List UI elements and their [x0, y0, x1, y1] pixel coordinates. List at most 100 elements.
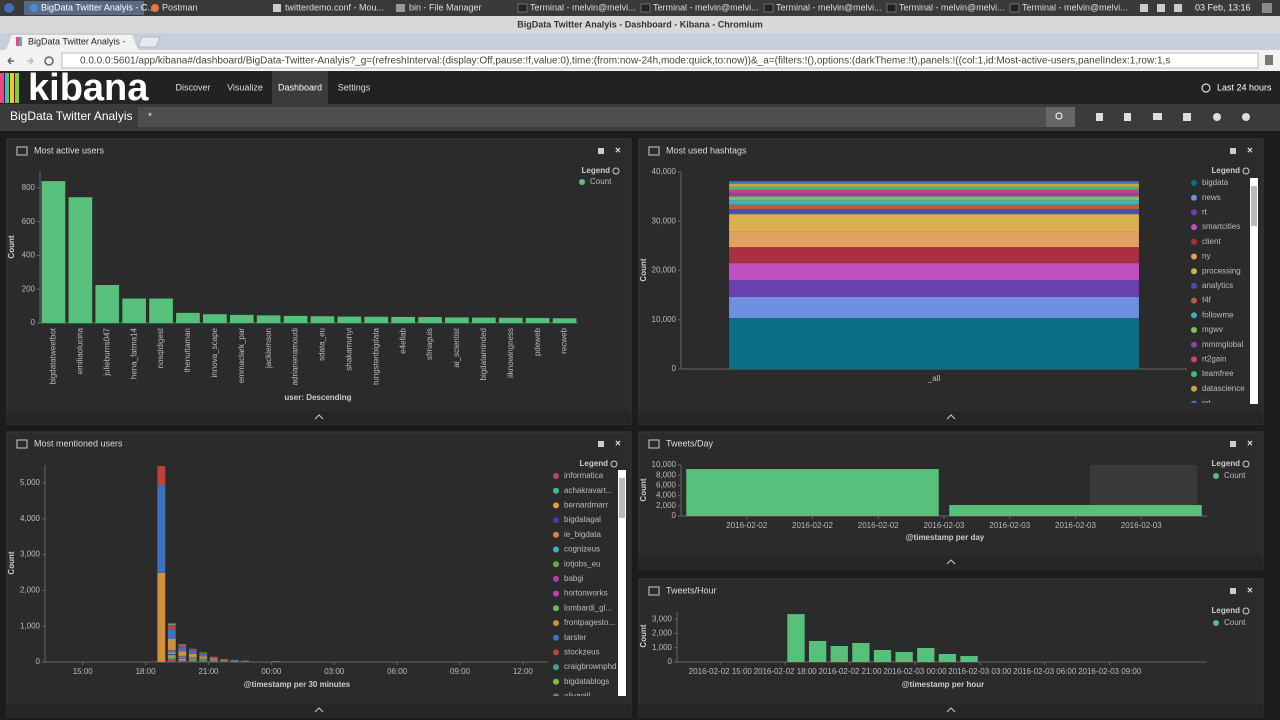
close-button[interactable]: × — [1247, 586, 1253, 597]
query-input[interactable] — [138, 107, 1046, 127]
legend-label[interactable]: Count — [1224, 618, 1246, 627]
search-button[interactable] — [1046, 107, 1075, 127]
legend-label[interactable]: achakravart... — [564, 486, 612, 495]
legend-label[interactable]: mmmglobal — [1202, 340, 1244, 349]
bar — [178, 658, 187, 659]
close-button[interactable]: × — [1247, 439, 1253, 450]
reload-button[interactable] — [44, 56, 54, 66]
legend-label[interactable]: f4f — [1202, 296, 1212, 305]
edit-button[interactable] — [1230, 441, 1236, 447]
y-tick-label: 3,000 — [652, 614, 673, 623]
legend-label[interactable]: stockzeus — [564, 648, 600, 657]
legend-label[interactable]: bigdatagal — [564, 515, 601, 524]
taskbar-item[interactable]: Terminal - melvin@melvi... — [899, 2, 1005, 12]
edit-button[interactable] — [1230, 588, 1236, 594]
logo-bar — [0, 73, 4, 103]
legend-label[interactable]: rt — [1202, 208, 1208, 217]
url[interactable]: 0.0.0.0:5601/app/kibana#/dashboard/BigDa… — [80, 56, 1170, 67]
legend-label[interactable]: lombardi_gl... — [564, 603, 612, 612]
legend-scroll-thumb[interactable] — [1251, 186, 1257, 226]
collapse-button[interactable] — [946, 559, 956, 565]
tray-icon[interactable] — [1140, 4, 1148, 12]
taskbar-item[interactable]: Postman — [162, 2, 198, 12]
tray-icon[interactable] — [1157, 4, 1165, 12]
logo[interactable]: kibana — [28, 67, 149, 109]
legend-label[interactable]: bernardmarr — [564, 501, 608, 510]
taskbar-item[interactable]: bin - File Manager — [409, 2, 482, 12]
taskbar-item[interactable]: Terminal - melvin@melvi... — [776, 2, 882, 12]
tab-title[interactable]: BigData Twitter Analyis - — [28, 36, 125, 46]
toolbar-icon[interactable] — [1183, 113, 1191, 121]
nav-link[interactable]: Discover — [175, 82, 210, 92]
nav-link[interactable]: Dashboard — [278, 82, 322, 92]
edit-button[interactable] — [598, 441, 604, 447]
legend-scroll-thumb[interactable] — [619, 478, 625, 518]
legend-label[interactable]: analytics — [1202, 281, 1233, 290]
legend-label[interactable]: tarsler — [564, 633, 587, 642]
legend-toggle[interactable] — [1242, 607, 1250, 615]
power-icon[interactable] — [1262, 3, 1272, 13]
menu-icon[interactable] — [4, 3, 14, 13]
toolbar-icon[interactable] — [1096, 113, 1103, 121]
close-button[interactable]: × — [1247, 146, 1253, 157]
collapse-button[interactable] — [314, 414, 324, 420]
legend-toggle[interactable] — [612, 167, 620, 175]
toolbar-icon[interactable] — [1124, 113, 1131, 121]
legend-toggle[interactable] — [1242, 460, 1250, 468]
menu-button[interactable] — [1265, 55, 1273, 65]
toolbar-icon[interactable] — [1213, 113, 1221, 121]
legend-label[interactable]: followme — [1202, 310, 1234, 319]
browser-tab[interactable] — [6, 35, 138, 50]
edit-button[interactable] — [598, 148, 604, 154]
legend-label[interactable]: teamfree — [1202, 369, 1234, 378]
close-button[interactable]: × — [615, 439, 621, 450]
collapse-button[interactable] — [946, 414, 956, 420]
new-tab-button[interactable] — [137, 36, 161, 48]
taskbar-item[interactable]: Terminal - melvin@melvi... — [530, 2, 636, 12]
close-button[interactable]: × — [615, 146, 621, 157]
legend-label[interactable]: craigbrownphd — [564, 662, 616, 671]
bar — [729, 200, 1139, 205]
legend-label[interactable]: hortonworks — [564, 589, 608, 598]
edit-button[interactable] — [1230, 148, 1236, 154]
legend-label[interactable]: datascience — [1202, 384, 1245, 393]
forward-button[interactable] — [27, 57, 34, 65]
toolbar-icon[interactable] — [1242, 113, 1250, 121]
legend-label[interactable]: rt2gain — [1202, 355, 1226, 364]
legend-label[interactable]: Count — [590, 177, 612, 186]
taskbar-item[interactable]: Terminal - melvin@melvi... — [653, 2, 759, 12]
legend-toggle[interactable] — [610, 460, 618, 468]
legend-label[interactable]: babgi — [564, 574, 584, 583]
legend-label[interactable]: Count — [1224, 471, 1246, 480]
legend-label[interactable]: mgwv — [1202, 325, 1223, 334]
toolbar-icon[interactable] — [1153, 113, 1162, 120]
legend-label[interactable]: client — [1202, 237, 1221, 246]
taskbar-item[interactable]: BigData Twitter Analyis - C... — [41, 2, 155, 12]
collapse-button[interactable] — [946, 707, 956, 713]
legend-label[interactable]: ie_bigdata — [564, 530, 601, 539]
address-bar[interactable] — [61, 52, 1259, 69]
legend-label[interactable]: iot — [1202, 399, 1211, 408]
legend-label[interactable]: cognizeus — [564, 545, 600, 554]
active-window-tab[interactable] — [24, 1, 144, 15]
legend-label[interactable]: iotjobs_eu — [564, 559, 600, 568]
tray-icon[interactable] — [1174, 4, 1182, 12]
taskbar-item[interactable]: twitterdemo.conf - Mou... — [285, 2, 384, 12]
legend-label[interactable]: bigdatablogs — [564, 677, 609, 686]
back-button[interactable] — [7, 57, 14, 65]
taskbar-item[interactable]: Terminal - melvin@melvi... — [1022, 2, 1128, 12]
legend-toggle[interactable] — [1242, 167, 1250, 175]
collapse-button[interactable] — [314, 707, 324, 713]
legend-label[interactable]: ny — [1202, 252, 1210, 261]
legend-label[interactable]: bigdata — [1202, 178, 1229, 187]
legend-label[interactable]: eliyagill — [564, 692, 590, 701]
legend-label[interactable]: processing — [1202, 266, 1241, 275]
legend-label[interactable]: news — [1202, 193, 1221, 202]
nav-link[interactable]: Visualize — [227, 82, 263, 92]
legend-label[interactable]: frontpagesto... — [564, 618, 615, 627]
time-picker[interactable]: Last 24 hours — [1217, 82, 1272, 92]
legend-label[interactable]: informatica — [564, 471, 604, 480]
query-text[interactable]: * — [148, 112, 152, 123]
legend-label[interactable]: smartcities — [1202, 222, 1240, 231]
nav-link[interactable]: Settings — [338, 82, 371, 92]
